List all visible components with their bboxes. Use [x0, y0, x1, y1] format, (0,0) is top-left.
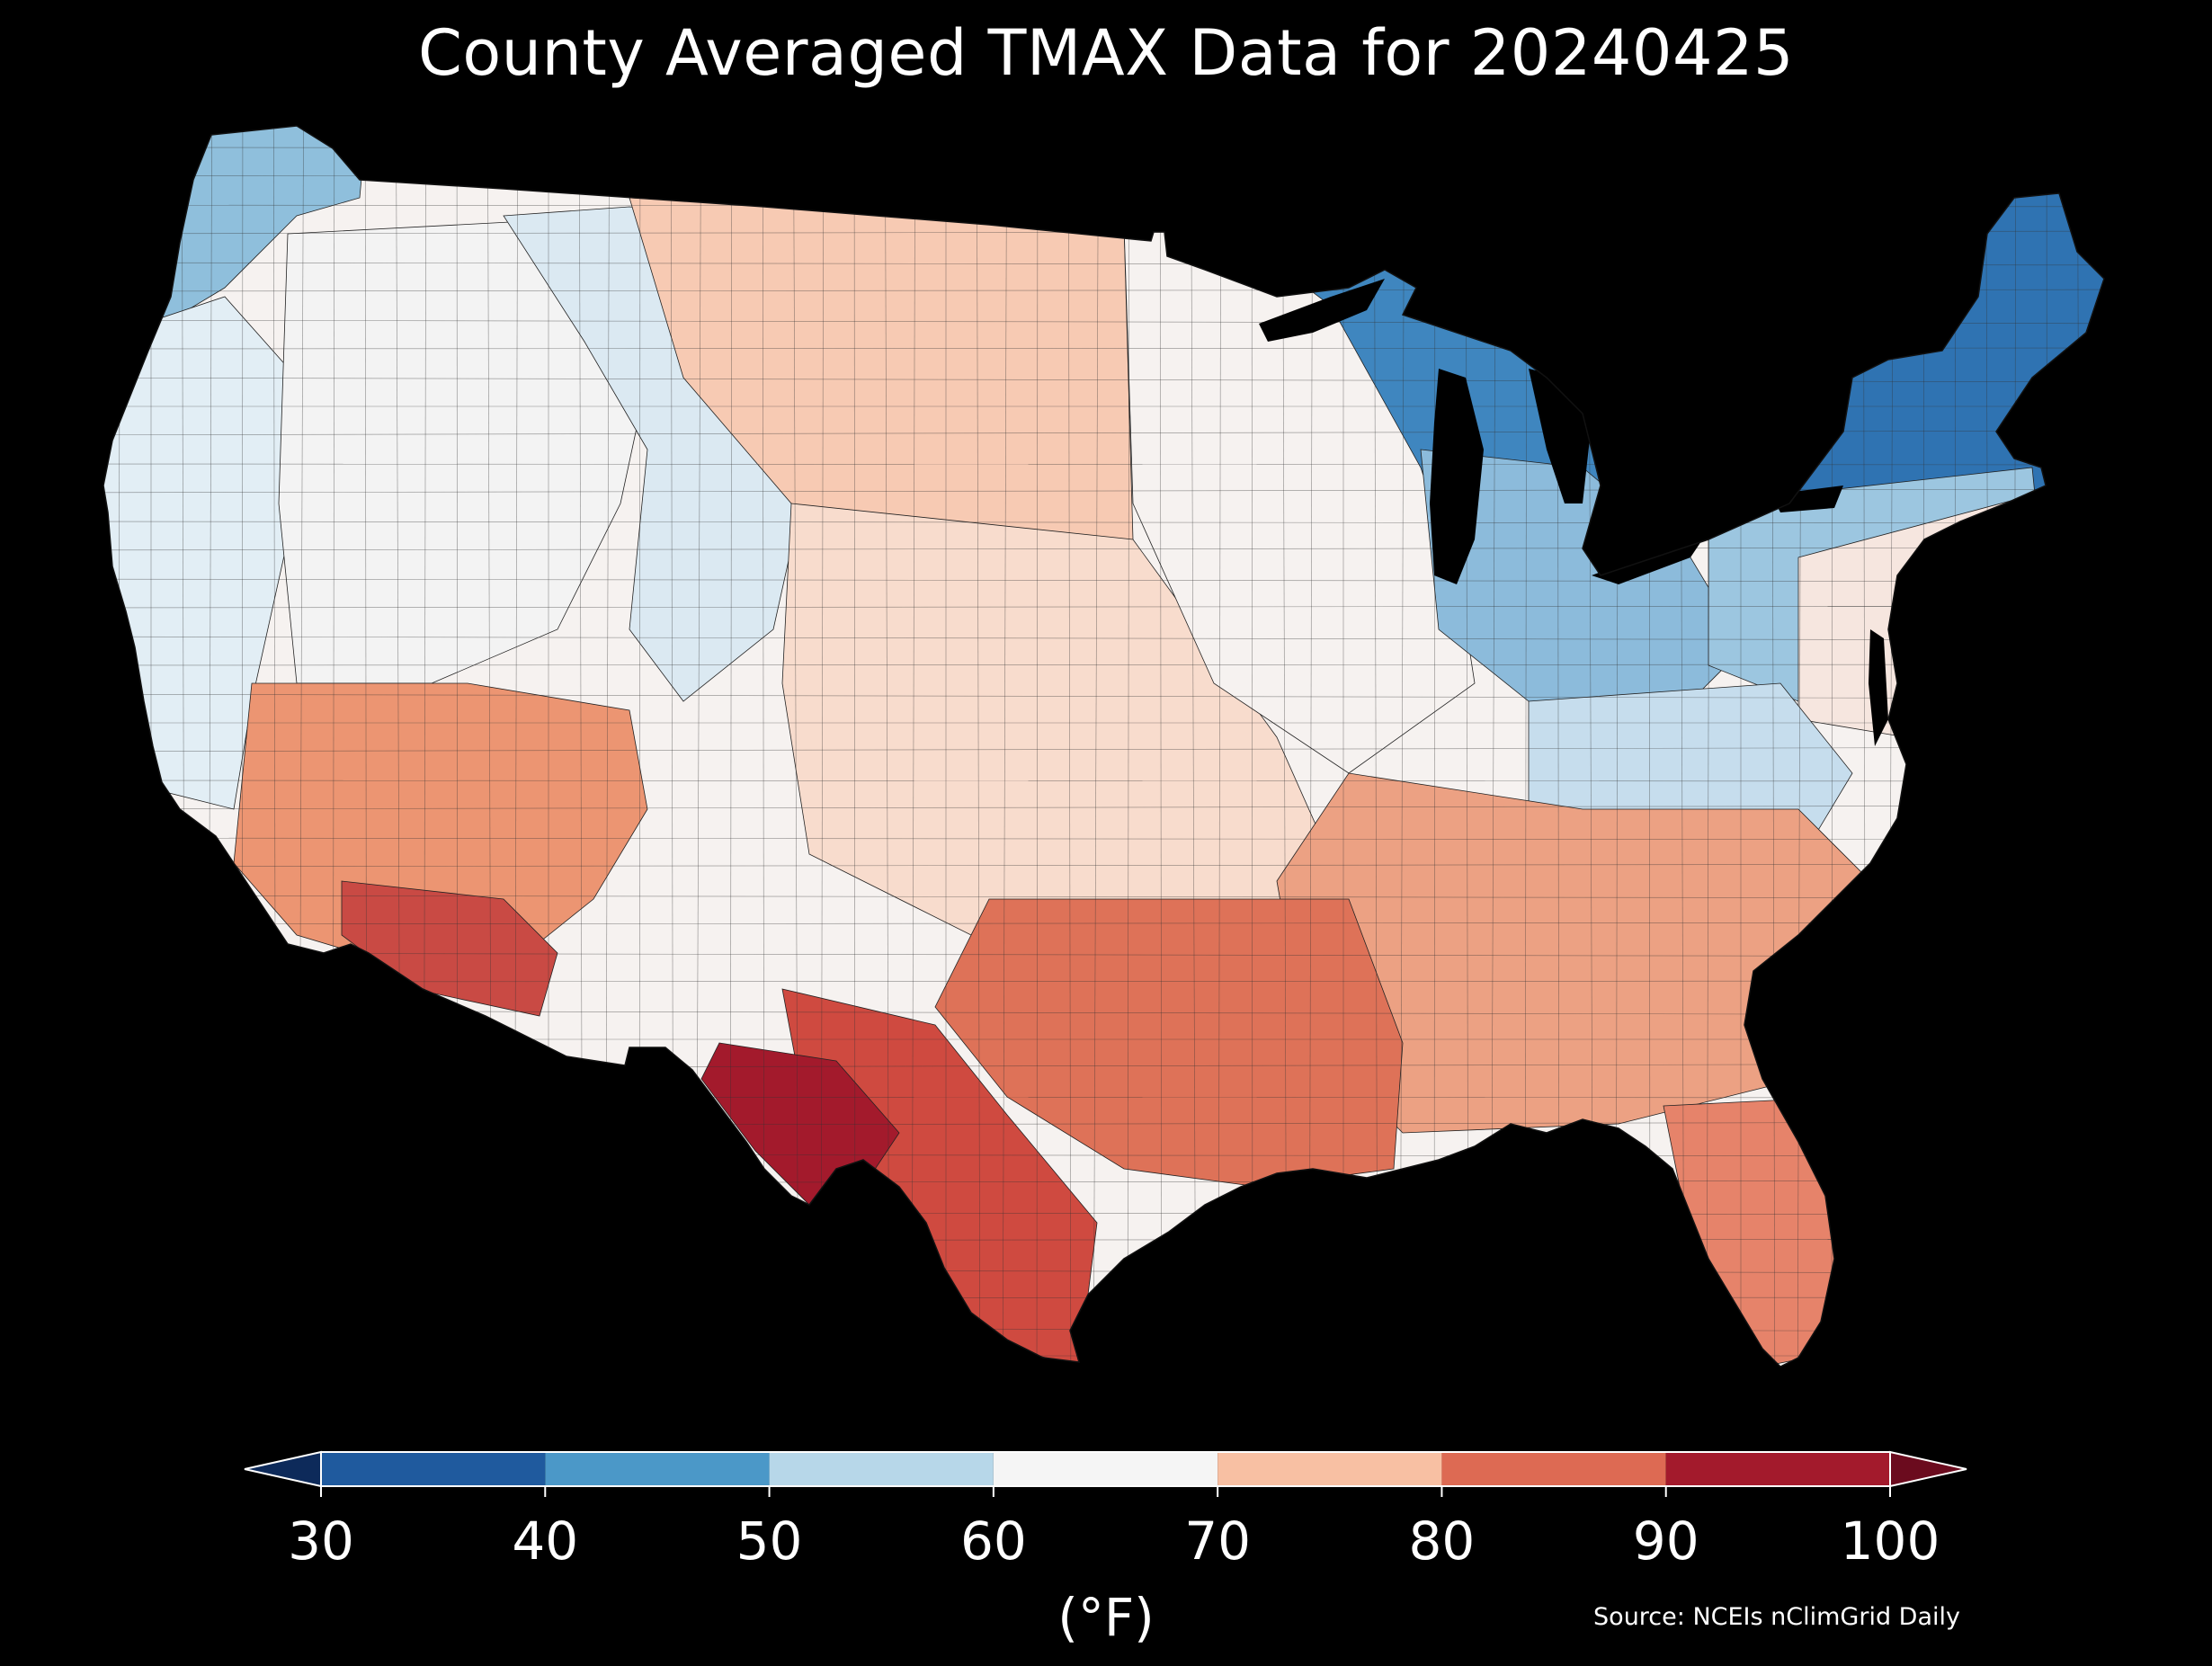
colorbar-bin-90-100: [1665, 1452, 1890, 1486]
colorbar-under-extend: [244, 1450, 322, 1488]
colorbar-frame: [320, 1451, 1891, 1487]
colorbar-canvas: [244, 1450, 1967, 1497]
source-credit: Source: NCEIs nClimGrid Daily: [1593, 1603, 1960, 1631]
colorbar-bin-50-60: [769, 1452, 994, 1486]
us-outline: [103, 125, 2105, 1368]
chesapeake-bay: [1869, 629, 1888, 746]
colorbar-unit-label: (°F): [1057, 1587, 1155, 1648]
lake-superior: [1259, 279, 1385, 342]
map-canvas: [103, 125, 2105, 1368]
chart-title: County Averaged TMAX Data for 20240425: [417, 16, 1795, 90]
colorbar-tick-label: 30: [288, 1510, 354, 1572]
region-far-south-arizona: [341, 880, 558, 1017]
colorbar-tick-label: 90: [1632, 1510, 1699, 1572]
colorbar-bin-30-40: [321, 1452, 546, 1486]
lake-erie: [1592, 530, 1708, 584]
colorbar-bin-40-50: [545, 1452, 770, 1486]
lake-huron: [1529, 369, 1592, 503]
colorbar-tick-label: 70: [1184, 1510, 1252, 1572]
colorbar-over-extend: [1889, 1450, 1967, 1488]
lake-ontario: [1771, 486, 1843, 512]
colorbar-tick-label: 40: [512, 1510, 579, 1572]
colorbar-tick-label: 50: [736, 1510, 803, 1572]
colorbar-tick-label: 80: [1408, 1510, 1476, 1572]
colorbar-bin-80-90: [1441, 1452, 1666, 1486]
colorbar-tick-label: 60: [959, 1510, 1027, 1572]
colorbar-tick-label: 100: [1840, 1510, 1940, 1572]
choropleth-map: [103, 125, 2105, 1368]
region-florida: [1663, 1096, 1853, 1367]
colorbar-bin-60-70: [993, 1452, 1218, 1486]
lake-michigan: [1430, 369, 1484, 584]
colorbar-bin-70-80: [1217, 1452, 1442, 1486]
colorbar: [0, 1430, 2212, 1609]
